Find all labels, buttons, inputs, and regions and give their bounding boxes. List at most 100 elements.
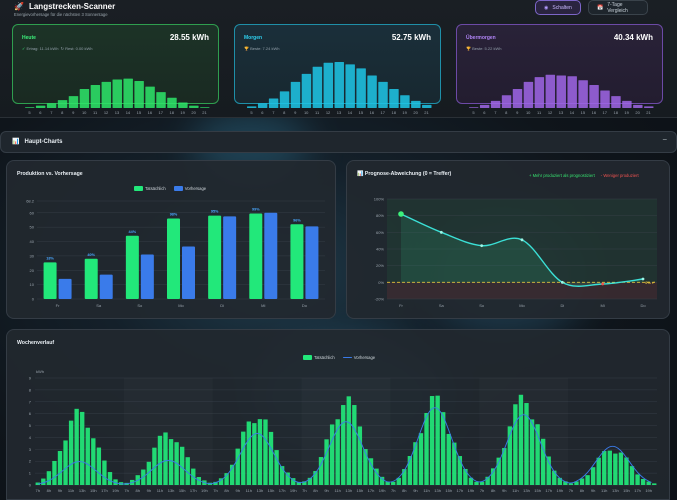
refresh-icon: ↻ xyxy=(60,46,65,51)
y-tick-label: 9 xyxy=(29,376,32,381)
x-tick-label: 9h xyxy=(58,488,62,493)
forecast-bar xyxy=(99,274,113,299)
hour-bar xyxy=(633,104,643,108)
deviation-point xyxy=(480,244,484,248)
weekly-bar-chart: kWh 0 1 2 3 4 5 6 7 8 9 7h 8h 9h 11h 13h 15h 17h 19h 7h 8h 9h… xyxy=(29,369,657,493)
hour-label: 9 xyxy=(72,110,75,115)
legend-actual[interactable]: Tatsächlich xyxy=(134,186,166,192)
actual-bar xyxy=(413,442,418,485)
deviation-line-chart: -20% 0% 20% 40% 60% 80% 100% 0% ✓ Fr Sa So Mo Di Mi Do xyxy=(374,197,657,308)
x-tick-label: 9h xyxy=(324,488,328,493)
hour-bar xyxy=(411,100,421,108)
x-tick-label: 11h xyxy=(68,488,74,493)
chart-icon: 📊 xyxy=(357,171,364,177)
x-tick-label: 11h xyxy=(423,488,429,493)
chart-icon: 📊 xyxy=(12,139,20,145)
actual-bar xyxy=(329,424,335,485)
actual-bar xyxy=(252,423,257,485)
hour-label: 21 xyxy=(424,110,429,115)
hour-label: 18 xyxy=(391,110,396,115)
y-tick-label: 80% xyxy=(376,213,384,218)
actual-bar xyxy=(125,235,139,299)
actual-bar xyxy=(513,404,518,485)
actual-bar xyxy=(490,468,496,485)
toggle-icon: ◉ xyxy=(544,4,549,11)
y-tick-label: 0 xyxy=(32,297,35,302)
switch-button[interactable]: ◉ Schalten xyxy=(535,0,581,15)
actual-bar xyxy=(346,396,351,485)
hour-label: 15 xyxy=(137,110,142,115)
actual-bar xyxy=(341,405,346,485)
day-card-tomorrow[interactable]: Morgen 52.75 kWh 🏆 Beste: 7.24 kWh 5 6 7 8 9… xyxy=(234,24,441,115)
actual-bar xyxy=(249,213,263,299)
legend-actual[interactable]: Tatsächlich xyxy=(303,355,335,361)
hour-label: 13 xyxy=(337,110,342,115)
actual-bar xyxy=(557,477,562,485)
hour-bar xyxy=(323,62,334,108)
hour-bar xyxy=(101,81,112,108)
hour-bar xyxy=(501,95,512,108)
trophy-icon: 🏆 xyxy=(466,46,471,51)
actual-bar xyxy=(624,457,629,485)
hour-label: 6 xyxy=(261,110,264,115)
hour-bar xyxy=(200,107,210,108)
forecast-bar xyxy=(223,216,237,299)
actual-bar xyxy=(374,468,379,485)
hour-bar xyxy=(334,62,344,108)
hour-bar xyxy=(46,103,57,108)
hour-bar xyxy=(356,68,366,108)
x-tick-label: 17h xyxy=(190,488,197,493)
actual-bar xyxy=(479,481,485,485)
hour-bar xyxy=(622,100,632,108)
legend-forecast[interactable]: Vorhersage xyxy=(342,355,375,360)
actual-bar xyxy=(196,477,202,485)
hour-label: 10 xyxy=(526,110,531,115)
legend-forecast[interactable]: Vorhersage xyxy=(173,186,206,192)
actual-bar xyxy=(229,464,235,485)
actual-bar xyxy=(452,442,457,485)
actual-bar xyxy=(579,478,585,485)
actual-bar xyxy=(368,458,374,485)
day-name: Übermorgen xyxy=(466,35,496,41)
hour-bar xyxy=(479,104,490,108)
compare-7days-button[interactable]: 📅 7-Tage Vergleich xyxy=(588,0,648,15)
x-tick-label: 8h xyxy=(580,488,584,493)
day-name: Heute xyxy=(22,35,36,41)
actual-bar xyxy=(235,448,240,485)
y-tick-label: 5 xyxy=(29,423,32,428)
actual-bar xyxy=(546,456,551,485)
hour-bar xyxy=(90,85,101,108)
x-tick-label: Mo xyxy=(178,303,184,308)
day-card-day-after-tomorrow[interactable]: Übermorgen 40.34 kWh 🏆 Beste: 5.22 kWh 5… xyxy=(456,24,663,115)
actual-bar xyxy=(518,394,524,485)
hour-label: 6 xyxy=(39,110,42,115)
actual-bar xyxy=(468,477,474,485)
actual-bar xyxy=(313,471,318,485)
hour-bar xyxy=(123,78,133,108)
hour-bar xyxy=(545,74,556,108)
y-tick-label: 4 xyxy=(29,435,32,440)
actual-bar xyxy=(318,457,324,485)
hour-label: 12 xyxy=(326,110,331,115)
day-card-today[interactable]: Heute 28.55 kWh ✓ Ertrag: 11.14 kWh ↻ Re… xyxy=(12,24,219,115)
hour-label: 17 xyxy=(159,110,164,115)
actual-bar xyxy=(268,431,274,485)
actual-bar xyxy=(590,467,596,485)
x-tick-label: 13h xyxy=(79,488,86,493)
hour-label: 11 xyxy=(537,110,542,115)
x-tick-label: 13h xyxy=(612,488,619,493)
hour-bar xyxy=(512,88,523,108)
actual-bar xyxy=(241,431,246,485)
actual-bar xyxy=(429,396,435,485)
collapse-button[interactable]: − xyxy=(662,135,667,144)
actual-bar xyxy=(208,215,222,299)
accuracy-label: 96% xyxy=(293,218,301,222)
actual-bar xyxy=(607,450,612,485)
hour-label: 7 xyxy=(272,110,275,115)
x-tick-label: 13h xyxy=(345,488,352,493)
day-band xyxy=(124,378,213,485)
actual-bar xyxy=(43,262,57,299)
main-charts-section-header[interactable]: 📊 Haupt-Charts − xyxy=(0,131,677,153)
hour-bar xyxy=(68,96,79,108)
actual-bar xyxy=(185,457,190,485)
